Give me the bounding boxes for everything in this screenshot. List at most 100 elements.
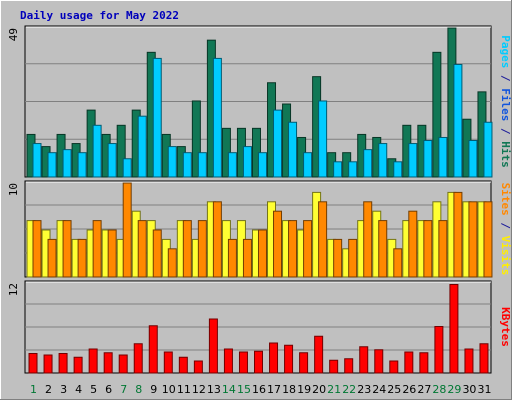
bar-pages-28 bbox=[438, 136, 448, 178]
x-axis: 1 2 3 4 5 6 7 8 9 10 11 12 13 14 15 16 17 18 19 20 21 22 23 24 2… bbox=[30, 383, 491, 396]
panel-visits-sites: 10 Sites / Visits bbox=[7, 180, 512, 278]
series-label-part: Files bbox=[499, 88, 512, 121]
x-tick-label: 4 bbox=[75, 383, 82, 396]
x-tick-label: 11 bbox=[177, 383, 191, 396]
x-tick-label: 16 bbox=[252, 383, 266, 396]
bar-hits-12 bbox=[191, 100, 201, 178]
y-max-label: 10 bbox=[7, 183, 20, 196]
bar-kbytes-11 bbox=[178, 356, 188, 374]
series-label: KBytes bbox=[499, 307, 512, 347]
bar-pages-5 bbox=[92, 124, 102, 178]
series-label: Pages / Files / Hits bbox=[499, 35, 512, 168]
x-tick-label: 24 bbox=[372, 383, 386, 396]
bar-sites-27 bbox=[423, 220, 433, 278]
panel-kbytes: 12 KBytes bbox=[7, 280, 512, 374]
series-label-part: / bbox=[499, 68, 512, 88]
bar-pages-14 bbox=[227, 152, 237, 178]
bar-pages-3 bbox=[62, 149, 72, 178]
x-tick-label: 7 bbox=[120, 383, 127, 396]
x-tick-label: 30 bbox=[462, 383, 476, 396]
bar-sites-8 bbox=[137, 220, 147, 278]
bar-kbytes-23 bbox=[359, 346, 369, 374]
bar-sites-13 bbox=[212, 201, 222, 278]
bar-kbytes-10 bbox=[163, 351, 173, 374]
x-tick-label: 5 bbox=[90, 383, 97, 396]
bar-pages-31 bbox=[483, 121, 493, 178]
bar-sites-21 bbox=[333, 238, 343, 278]
bar-pages-8 bbox=[137, 115, 147, 178]
bar-sites-19 bbox=[303, 220, 313, 278]
x-tick-label: 22 bbox=[342, 383, 356, 396]
series-label-part: / bbox=[499, 216, 512, 236]
bar-sites-26 bbox=[408, 210, 418, 278]
bar-pages-10 bbox=[167, 146, 177, 178]
bar-hits-7 bbox=[116, 124, 126, 178]
x-tick-label: 21 bbox=[327, 383, 341, 396]
bar-sites-16 bbox=[257, 229, 267, 278]
bar-sites-23 bbox=[363, 201, 373, 278]
bar-kbytes-17 bbox=[269, 342, 279, 374]
bar-pages-2 bbox=[47, 152, 57, 178]
series-label-part: Visits bbox=[499, 236, 512, 276]
y-max-label: 49 bbox=[7, 28, 20, 41]
bar-kbytes-7 bbox=[118, 354, 128, 374]
x-tick-label: 20 bbox=[312, 383, 326, 396]
x-tick-label: 1 bbox=[30, 383, 37, 396]
x-tick-label: 6 bbox=[105, 383, 112, 396]
bar-sites-2 bbox=[47, 238, 57, 278]
x-tick-label: 27 bbox=[417, 383, 431, 396]
bar-kbytes-1 bbox=[28, 353, 38, 374]
bar-sites-5 bbox=[92, 220, 102, 278]
x-tick-label: 31 bbox=[477, 383, 491, 396]
series-label-part: / bbox=[499, 121, 512, 141]
bar-kbytes-24 bbox=[374, 349, 384, 374]
bar-kbytes-15 bbox=[238, 351, 248, 374]
bar-kbytes-6 bbox=[103, 352, 113, 374]
x-tick-label: 28 bbox=[432, 383, 446, 396]
bar-pages-26 bbox=[408, 143, 418, 178]
bar-sites-24 bbox=[378, 220, 388, 278]
x-tick-label: 17 bbox=[267, 383, 281, 396]
bar-pages-29 bbox=[453, 63, 463, 178]
bar-kbytes-8 bbox=[133, 343, 143, 374]
y-max-label: 12 bbox=[7, 283, 20, 296]
bar-pages-18 bbox=[288, 121, 298, 178]
bar-sites-1 bbox=[32, 220, 42, 278]
bar-sites-3 bbox=[62, 220, 72, 278]
series-label: Sites / Visits bbox=[499, 183, 512, 276]
bar-pages-16 bbox=[257, 152, 267, 178]
bar-sites-17 bbox=[273, 210, 283, 278]
bar-kbytes-22 bbox=[344, 358, 354, 374]
bar-sites-18 bbox=[288, 220, 298, 278]
bar-kbytes-14 bbox=[223, 348, 233, 374]
bar-kbytes-25 bbox=[389, 360, 399, 374]
bar-pages-4 bbox=[77, 152, 87, 178]
bar-pages-23 bbox=[363, 149, 373, 178]
bar-kbytes-5 bbox=[88, 348, 98, 374]
x-tick-label: 8 bbox=[135, 383, 142, 396]
bar-sites-22 bbox=[348, 238, 358, 278]
x-tick-label: 23 bbox=[357, 383, 371, 396]
x-tick-label: 9 bbox=[150, 383, 157, 396]
bar-sites-29 bbox=[453, 191, 463, 278]
series-label-part: Sites bbox=[499, 183, 512, 216]
bar-sites-7 bbox=[122, 182, 132, 278]
series-label-part: Pages bbox=[499, 35, 512, 68]
bar-sites-20 bbox=[318, 201, 328, 278]
bar-kbytes-16 bbox=[254, 350, 263, 374]
x-tick-label: 14 bbox=[222, 383, 236, 396]
bar-pages-21 bbox=[333, 161, 343, 178]
bar-pages-6 bbox=[107, 143, 117, 178]
bar-pages-19 bbox=[303, 152, 313, 178]
bar-pages-13 bbox=[212, 57, 222, 178]
bar-pages-25 bbox=[393, 161, 403, 178]
chart-panels: 49 Pages / Files / Hits 10 Sites / Visits 12… bbox=[7, 25, 512, 374]
bar-pages-11 bbox=[182, 152, 192, 178]
bar-kbytes-28 bbox=[434, 326, 444, 374]
bar-hits-28 bbox=[432, 51, 442, 178]
x-tick-label: 19 bbox=[297, 383, 311, 396]
series-label-part: KBytes bbox=[499, 307, 512, 347]
bar-kbytes-21 bbox=[329, 359, 339, 374]
bar-pages-1 bbox=[32, 143, 42, 178]
bar-pages-30 bbox=[468, 140, 478, 178]
